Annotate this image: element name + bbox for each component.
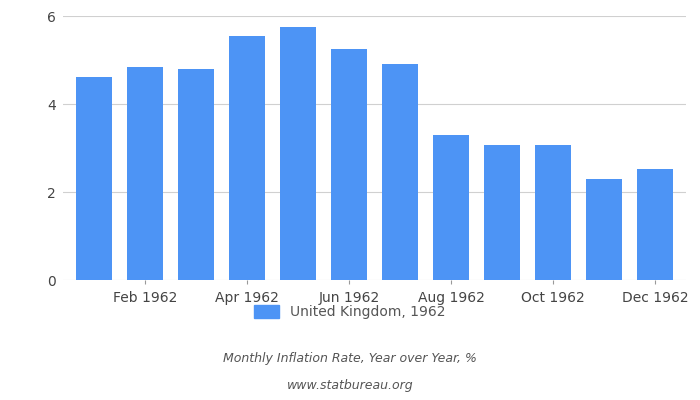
Legend: United Kingdom, 1962: United Kingdom, 1962 xyxy=(254,305,446,319)
Bar xyxy=(484,145,520,280)
Bar xyxy=(638,169,673,280)
Text: www.statbureau.org: www.statbureau.org xyxy=(287,379,413,392)
Bar xyxy=(331,49,367,280)
Bar xyxy=(587,179,622,280)
Bar xyxy=(178,69,214,280)
Bar xyxy=(433,135,469,280)
Bar xyxy=(76,77,111,280)
Bar xyxy=(382,64,418,280)
Text: Monthly Inflation Rate, Year over Year, %: Monthly Inflation Rate, Year over Year, … xyxy=(223,352,477,365)
Bar xyxy=(280,27,316,280)
Bar xyxy=(229,36,265,280)
Bar xyxy=(536,145,571,280)
Bar xyxy=(127,67,162,280)
